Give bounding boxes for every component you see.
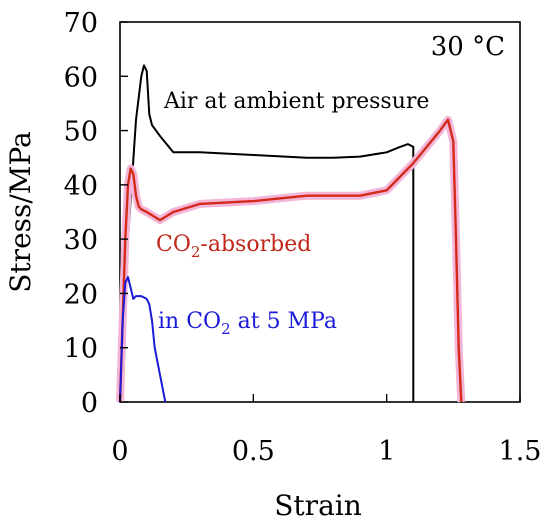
y-tick-label: 40 <box>64 171 98 202</box>
y-axis-label: Stress/MPa <box>4 131 37 293</box>
y-tick-label: 70 <box>64 8 98 39</box>
series-layer <box>116 64 466 403</box>
annotation-co2-absorbed: CO2-absorbed <box>156 232 311 261</box>
annotation-in-co2-post: at 5 MPa <box>231 309 337 334</box>
y-tick-label: 0 <box>81 388 98 419</box>
x-tick-label: 0 <box>111 436 128 467</box>
series-halo-co2-absorbed <box>116 115 466 403</box>
y-tick-label: 20 <box>64 279 98 310</box>
annotation-co2-absorbed-pre: CO <box>156 232 191 257</box>
annotation-in-co2-pre: in CO <box>158 309 221 334</box>
y-tick-label: 30 <box>64 225 98 256</box>
x-tick-label: 1 <box>378 436 395 467</box>
series-line-air <box>119 64 415 403</box>
annotation-co2-absorbed-sub: 2 <box>191 243 201 261</box>
tick-layer: 0 0.5 1 1.5 0 10 20 30 40 50 60 70 <box>64 8 542 467</box>
temperature-label: 30 °C <box>431 32 505 62</box>
annotation-in-co2-sub: 2 <box>221 320 231 338</box>
annotation-air: Air at ambient pressure <box>163 89 429 114</box>
annotation-co2-absorbed-post: -absorbed <box>200 232 311 257</box>
x-axis-label: Strain <box>274 489 362 522</box>
annotation-in-co2: in CO2 at 5 MPa <box>158 309 337 338</box>
y-tick-label: 10 <box>64 334 98 365</box>
x-tick-label: 0.5 <box>232 436 275 467</box>
y-tick-label: 60 <box>64 62 98 93</box>
series-line-in-co2 <box>119 276 167 403</box>
y-tick-label: 50 <box>64 117 98 148</box>
plot-frame <box>119 21 521 403</box>
series-line-co2-absorbed <box>118 118 463 403</box>
x-tick-label: 1.5 <box>499 436 542 467</box>
